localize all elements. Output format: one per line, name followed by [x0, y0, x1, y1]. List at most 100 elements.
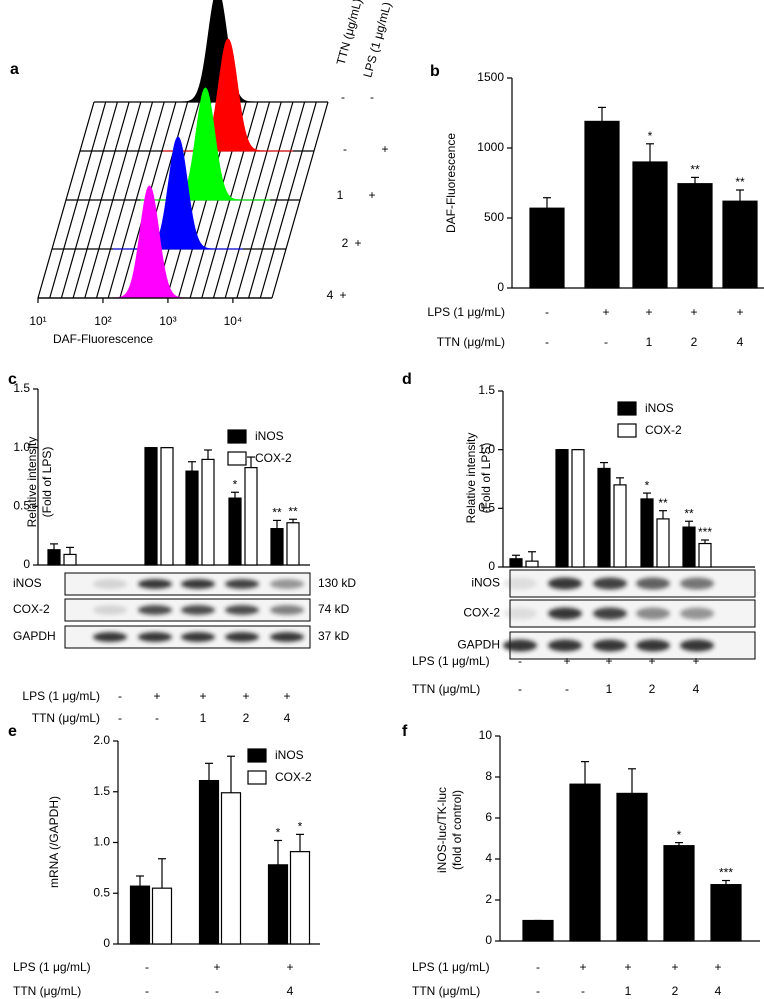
condition-value: -: [370, 90, 374, 104]
condition-label: TTN (μg/mL): [32, 711, 100, 725]
condition-value: +: [605, 654, 612, 668]
blot-band: [548, 639, 582, 652]
condition-label: TTN (μg/mL): [13, 984, 81, 998]
condition-value: +: [354, 236, 361, 250]
legend-label: COX-2: [645, 423, 682, 437]
condition-label: TTN (μg/mL): [412, 984, 480, 998]
bar: [522, 919, 554, 942]
bar: [509, 558, 523, 568]
blot-label: iNOS: [471, 576, 500, 590]
condition-label: LPS (1 μg/mL): [22, 689, 100, 703]
blot-band: [680, 607, 714, 620]
condition-value: 2: [691, 335, 698, 349]
blot-label: COX-2: [13, 602, 50, 616]
significance-label: *: [233, 477, 238, 491]
blot-band: [593, 639, 627, 652]
y-tick-label: 1.0: [13, 440, 30, 454]
bar: [47, 549, 61, 566]
y-tick-label: 0: [103, 936, 110, 950]
blot-band: [636, 639, 670, 652]
condition-value: +: [339, 288, 346, 302]
y-tick-label: 1.5: [93, 784, 110, 798]
condition-value: 2: [672, 984, 679, 998]
y-tick-label: 10: [479, 728, 493, 742]
condition-value: +: [153, 689, 160, 703]
condition-value: +: [690, 305, 697, 319]
condition-value: +: [648, 654, 655, 668]
blot-frame: [509, 599, 756, 628]
blot-band: [503, 639, 537, 652]
blot-band: [138, 605, 172, 615]
condition-value: +: [368, 188, 375, 202]
bar: [632, 161, 668, 289]
panel-label: f: [402, 723, 408, 740]
blot-band: [270, 632, 304, 642]
y-axis-label: Relative intensity: [25, 437, 39, 528]
condition-value: -: [145, 960, 149, 974]
significance-label: **: [684, 506, 694, 520]
blot-band: [138, 632, 172, 642]
condition-value: -: [604, 335, 608, 349]
legend-swatch: [617, 423, 637, 438]
bar: [597, 467, 611, 568]
bar: [710, 884, 742, 942]
blot-band: [93, 632, 127, 642]
blot-band: [270, 579, 304, 589]
y-tick-label: 0: [497, 280, 504, 294]
bar: [289, 851, 311, 945]
y-tick-label: 0: [23, 557, 30, 571]
condition-value: 1: [200, 711, 207, 725]
bar: [525, 560, 539, 568]
blot-band: [270, 605, 304, 615]
significance-label: *: [276, 826, 281, 840]
bar: [129, 885, 151, 945]
significance-label: **: [288, 504, 298, 518]
y-tick-label: 0.5: [478, 501, 495, 515]
blot-band: [636, 577, 670, 590]
condition-value: 2: [342, 236, 349, 250]
condition-value: 2: [243, 711, 250, 725]
condition-value: +: [242, 689, 249, 703]
condition-value: -: [145, 984, 149, 998]
bar: [201, 458, 215, 566]
condition-value: +: [671, 960, 678, 974]
condition-value: -: [545, 335, 549, 349]
condition-value: +: [736, 305, 743, 319]
condition-label: LPS (1 μg/mL): [13, 960, 91, 974]
bar: [529, 207, 565, 289]
blot-band: [548, 577, 582, 590]
condition-value: 4: [327, 288, 334, 302]
legend-label: iNOS: [255, 429, 284, 443]
blot-band: [593, 607, 627, 620]
blot-band: [680, 639, 714, 652]
bar: [270, 528, 284, 566]
bar: [286, 522, 300, 566]
panel-label: b: [430, 63, 440, 80]
blot-band: [636, 607, 670, 620]
legend-swatch: [227, 429, 247, 444]
panel-label: a: [10, 61, 19, 78]
condition-value: +: [286, 960, 293, 974]
blot-size: 74 kD: [318, 602, 350, 616]
y-tick-label: 0.5: [93, 885, 110, 899]
blot-band: [548, 607, 582, 620]
blot-label: GAPDH: [13, 629, 56, 643]
condition-value: 1: [625, 984, 632, 998]
blot-band: [138, 579, 172, 589]
y-axis-label: (Fold of LPS): [479, 443, 493, 514]
x-tick-label: 10²: [94, 314, 111, 328]
y-axis-label: iNOS-luc/TK-luc: [435, 787, 449, 873]
significance-label: *: [648, 129, 653, 143]
y-axis-label: (Fold of LPS): [40, 447, 54, 518]
y-axis-label: DAF-Fluorescence: [444, 133, 458, 233]
condition-value: -: [518, 682, 522, 696]
condition-value: 4: [284, 711, 291, 725]
condition-value: -: [118, 711, 122, 725]
legend-label: COX-2: [275, 770, 312, 784]
y-axis-label: Relative intensity: [464, 433, 478, 524]
blot-band: [225, 632, 259, 642]
blot-band: [93, 605, 127, 615]
bar: [63, 553, 77, 566]
bar: [555, 449, 569, 568]
blot-band: [181, 579, 215, 589]
